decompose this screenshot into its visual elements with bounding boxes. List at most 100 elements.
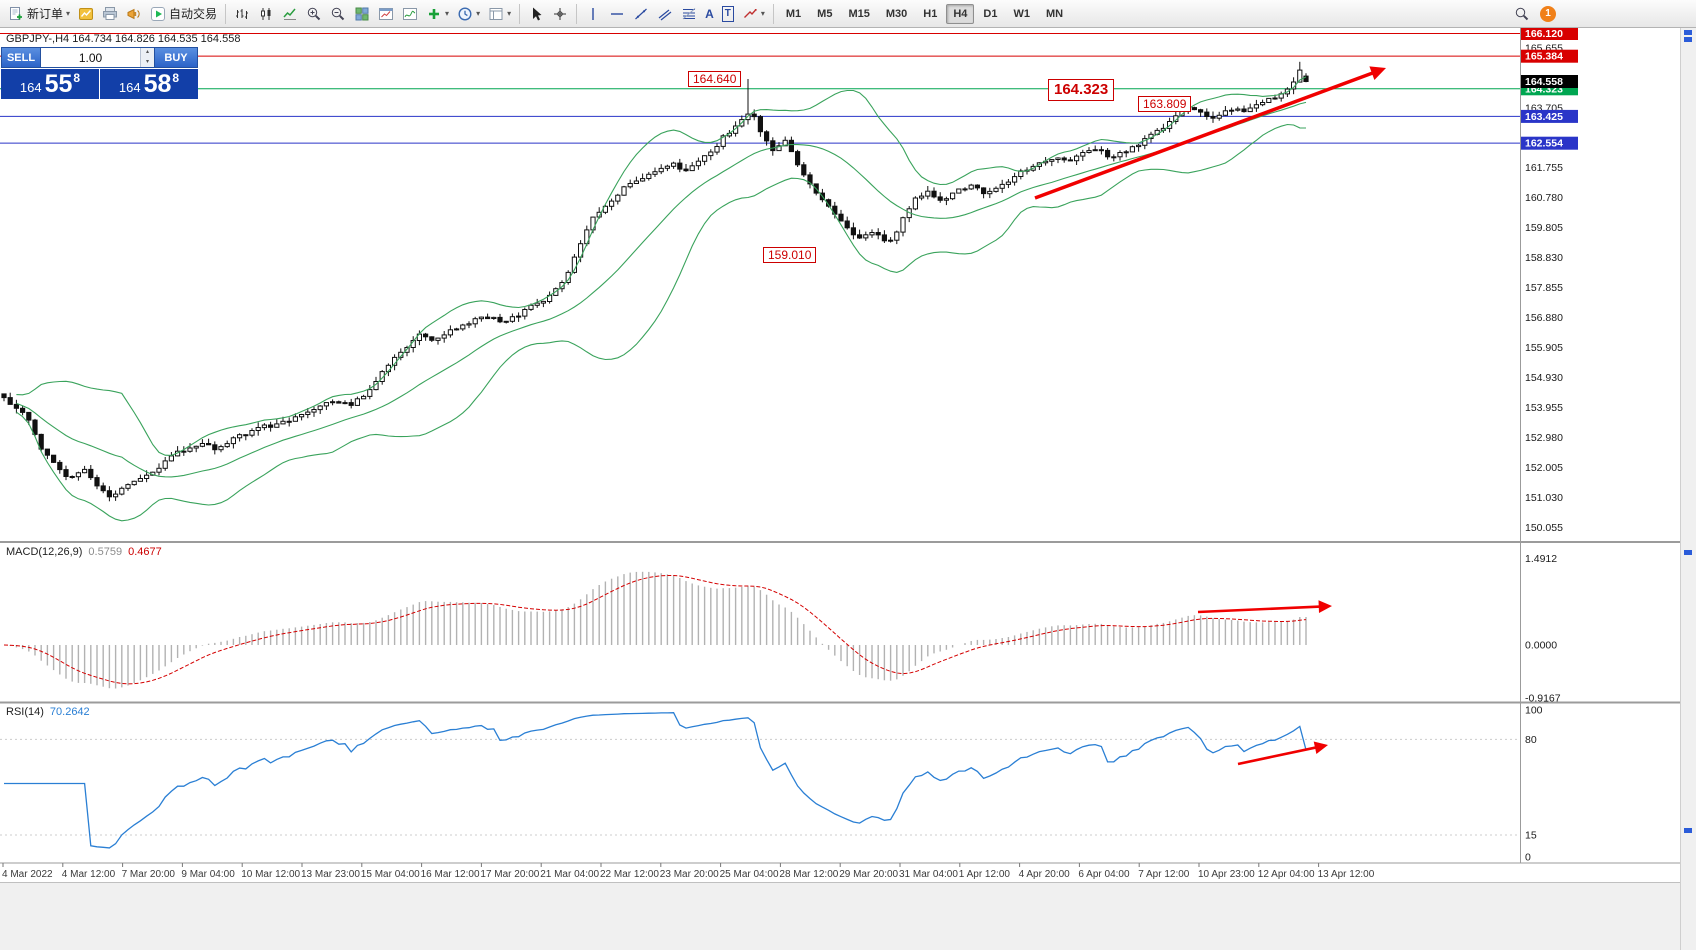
label-tool-button[interactable]: T [718, 3, 738, 25]
zoom-in-button[interactable] [302, 3, 326, 25]
notification-badge[interactable]: 1 [1540, 5, 1556, 22]
main-chart-panel[interactable] [0, 33, 1520, 522]
trend-arrows[interactable] [1034, 66, 1386, 766]
toolbar-separator [225, 3, 227, 24]
new-order-button[interactable]: 新订单 ▾ [4, 3, 74, 25]
tile-windows-button[interactable] [350, 3, 374, 25]
svg-text:6 Apr 04:00: 6 Apr 04:00 [1078, 869, 1130, 880]
svg-text:15 Mar 04:00: 15 Mar 04:00 [361, 869, 420, 880]
trendline-button[interactable] [629, 3, 653, 25]
autotrading-button[interactable]: 自动交易 [146, 3, 221, 25]
timeframe-button-m5[interactable]: M5 [810, 4, 839, 24]
volume-input[interactable]: 1.00 ▴ ▾ [41, 47, 154, 68]
buy-button[interactable]: BUY [154, 47, 198, 68]
channel-button[interactable] [653, 3, 677, 25]
svg-text:161.755: 161.755 [1525, 162, 1563, 174]
macd-indicator-label: MACD(12,26,9) 0.5759 0.4677 [6, 546, 162, 558]
timeframe-button-m30[interactable]: M30 [879, 4, 914, 24]
candlestick-chart-button[interactable] [254, 3, 278, 25]
rsi-indicator-label: RSI(14) 70.2642 [6, 706, 90, 718]
buy-price-pips: 58 [143, 70, 172, 98]
timeframe-button-m1[interactable]: M1 [779, 4, 808, 24]
svg-text:152.005: 152.005 [1525, 462, 1563, 474]
zoom-out-icon [331, 7, 345, 20]
svg-text:157.855: 157.855 [1525, 282, 1563, 294]
fibonacci-button[interactable] [677, 3, 701, 25]
sell-price-display[interactable]: 164 55 8 [1, 69, 99, 99]
price-annotation[interactable]: 163.809 [1138, 96, 1192, 112]
timeframe-button-h1[interactable]: H1 [916, 4, 944, 24]
bar-chart-button[interactable] [230, 3, 254, 25]
horizontal-line-button[interactable] [605, 3, 629, 25]
caret-down-icon: ▾ [760, 8, 765, 18]
spin-up-icon[interactable]: ▴ [141, 48, 154, 58]
macd-panel[interactable] [3, 571, 1307, 689]
scroll-marker[interactable] [1684, 828, 1692, 833]
vertical-line-button[interactable] [581, 3, 605, 25]
svg-text:152.980: 152.980 [1525, 432, 1563, 444]
svg-text:150.055: 150.055 [1525, 522, 1563, 534]
caret-down-icon: ▾ [445, 8, 450, 18]
time-axis[interactable]: 4 Mar 2022 4 Mar 12:00 7 Mar 20:00 9 Mar 04… [2, 863, 1375, 880]
price-axis[interactable]: 165.655163.705161.755160.780159.805158.8… [1521, 27, 1578, 864]
line-chart-button[interactable] [278, 3, 302, 25]
chart-window-button[interactable] [374, 3, 398, 25]
svg-text:23 Mar 20:00: 23 Mar 20:00 [660, 869, 719, 880]
text-tool-button[interactable]: A [701, 3, 718, 25]
macd-value: 0.5759 [88, 546, 123, 558]
scroll-marker[interactable] [1684, 30, 1692, 35]
caret-down-icon: ▾ [507, 8, 512, 18]
search-button[interactable] [1510, 3, 1534, 25]
timeframe-button-h4[interactable]: H4 [946, 3, 975, 24]
svg-text:155.905: 155.905 [1525, 342, 1563, 354]
caret-down-icon: ▾ [476, 8, 481, 18]
new-order-label: 新订单 [27, 7, 64, 21]
sell-price-pips: 55 [44, 70, 73, 98]
sell-button[interactable]: SELL [1, 47, 41, 68]
volume-value[interactable]: 1.00 [78, 50, 103, 65]
svg-text:100: 100 [1525, 705, 1543, 717]
add-indicator-button[interactable]: ▾ [422, 3, 453, 25]
vertical-scrollbar[interactable] [1680, 28, 1696, 950]
quotes-button[interactable] [74, 3, 98, 25]
candlestick-icon [261, 7, 271, 20]
print-button[interactable] [98, 3, 122, 25]
timeframe-button-m15[interactable]: M15 [841, 4, 876, 24]
buy-price-display[interactable]: 164 58 8 [100, 69, 198, 99]
spin-down-icon[interactable]: ▾ [141, 57, 154, 67]
search-icon [1515, 7, 1529, 20]
volume-spinner[interactable]: ▴ ▾ [140, 48, 154, 67]
megaphone-icon [127, 8, 140, 19]
rsi-name: RSI(14) [6, 706, 44, 718]
svg-text:25 Mar 04:00: 25 Mar 04:00 [720, 869, 779, 880]
price-annotation[interactable]: 159.010 [763, 247, 817, 263]
periods-button[interactable]: ▾ [453, 3, 484, 25]
macd-name: MACD(12,26,9) [6, 546, 83, 558]
indicator-icon [403, 7, 418, 20]
shapes-button[interactable]: ▾ [738, 3, 769, 25]
price-annotation[interactable]: 164.323 [1048, 79, 1115, 101]
scroll-marker[interactable] [1684, 550, 1692, 555]
cursor-icon [533, 7, 542, 20]
vertical-line-icon [592, 7, 594, 20]
svg-text:158.830: 158.830 [1525, 252, 1563, 264]
price-annotation[interactable]: 164.640 [688, 71, 742, 87]
timeframe-button-w1[interactable]: W1 [1006, 4, 1037, 24]
timeframe-button-d1[interactable]: D1 [976, 4, 1004, 24]
svg-text:159.805: 159.805 [1525, 222, 1563, 234]
cursor-button[interactable] [524, 3, 548, 25]
crosshair-button[interactable] [548, 3, 572, 25]
svg-text:164.558: 164.558 [1525, 76, 1563, 88]
alerts-button[interactable] [122, 3, 146, 25]
scroll-marker[interactable] [1684, 37, 1692, 42]
rsi-panel[interactable] [0, 712, 1520, 849]
autotrading-label: 自动交易 [169, 7, 218, 21]
zoom-out-button[interactable] [326, 3, 350, 25]
templates-button[interactable]: ▾ [484, 3, 515, 25]
svg-text:16 Mar 12:00: 16 Mar 12:00 [421, 869, 480, 880]
indicators-button[interactable] [398, 3, 422, 25]
timeframe-button-mn[interactable]: MN [1039, 4, 1070, 24]
svg-text:31 Mar 04:00: 31 Mar 04:00 [899, 869, 958, 880]
